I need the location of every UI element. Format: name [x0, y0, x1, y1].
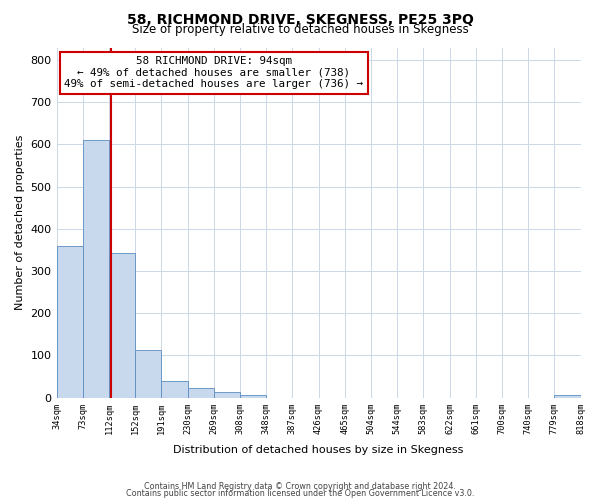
Bar	[214, 392, 240, 398]
Text: 58 RICHMOND DRIVE: 94sqm
← 49% of detached houses are smaller (738)
49% of semi-: 58 RICHMOND DRIVE: 94sqm ← 49% of detach…	[64, 56, 363, 90]
Bar	[240, 396, 266, 398]
Text: 58, RICHMOND DRIVE, SKEGNESS, PE25 3PQ: 58, RICHMOND DRIVE, SKEGNESS, PE25 3PQ	[127, 12, 473, 26]
Text: Contains public sector information licensed under the Open Government Licence v3: Contains public sector information licen…	[126, 490, 474, 498]
Bar	[56, 246, 83, 398]
Bar	[554, 396, 581, 398]
Bar	[161, 380, 188, 398]
Text: Size of property relative to detached houses in Skegness: Size of property relative to detached ho…	[131, 22, 469, 36]
Text: Contains HM Land Registry data © Crown copyright and database right 2024.: Contains HM Land Registry data © Crown c…	[144, 482, 456, 491]
Bar	[83, 140, 109, 398]
Bar	[188, 388, 214, 398]
Bar	[135, 350, 161, 398]
Y-axis label: Number of detached properties: Number of detached properties	[15, 135, 25, 310]
X-axis label: Distribution of detached houses by size in Skegness: Distribution of detached houses by size …	[173, 445, 464, 455]
Bar	[109, 253, 135, 398]
